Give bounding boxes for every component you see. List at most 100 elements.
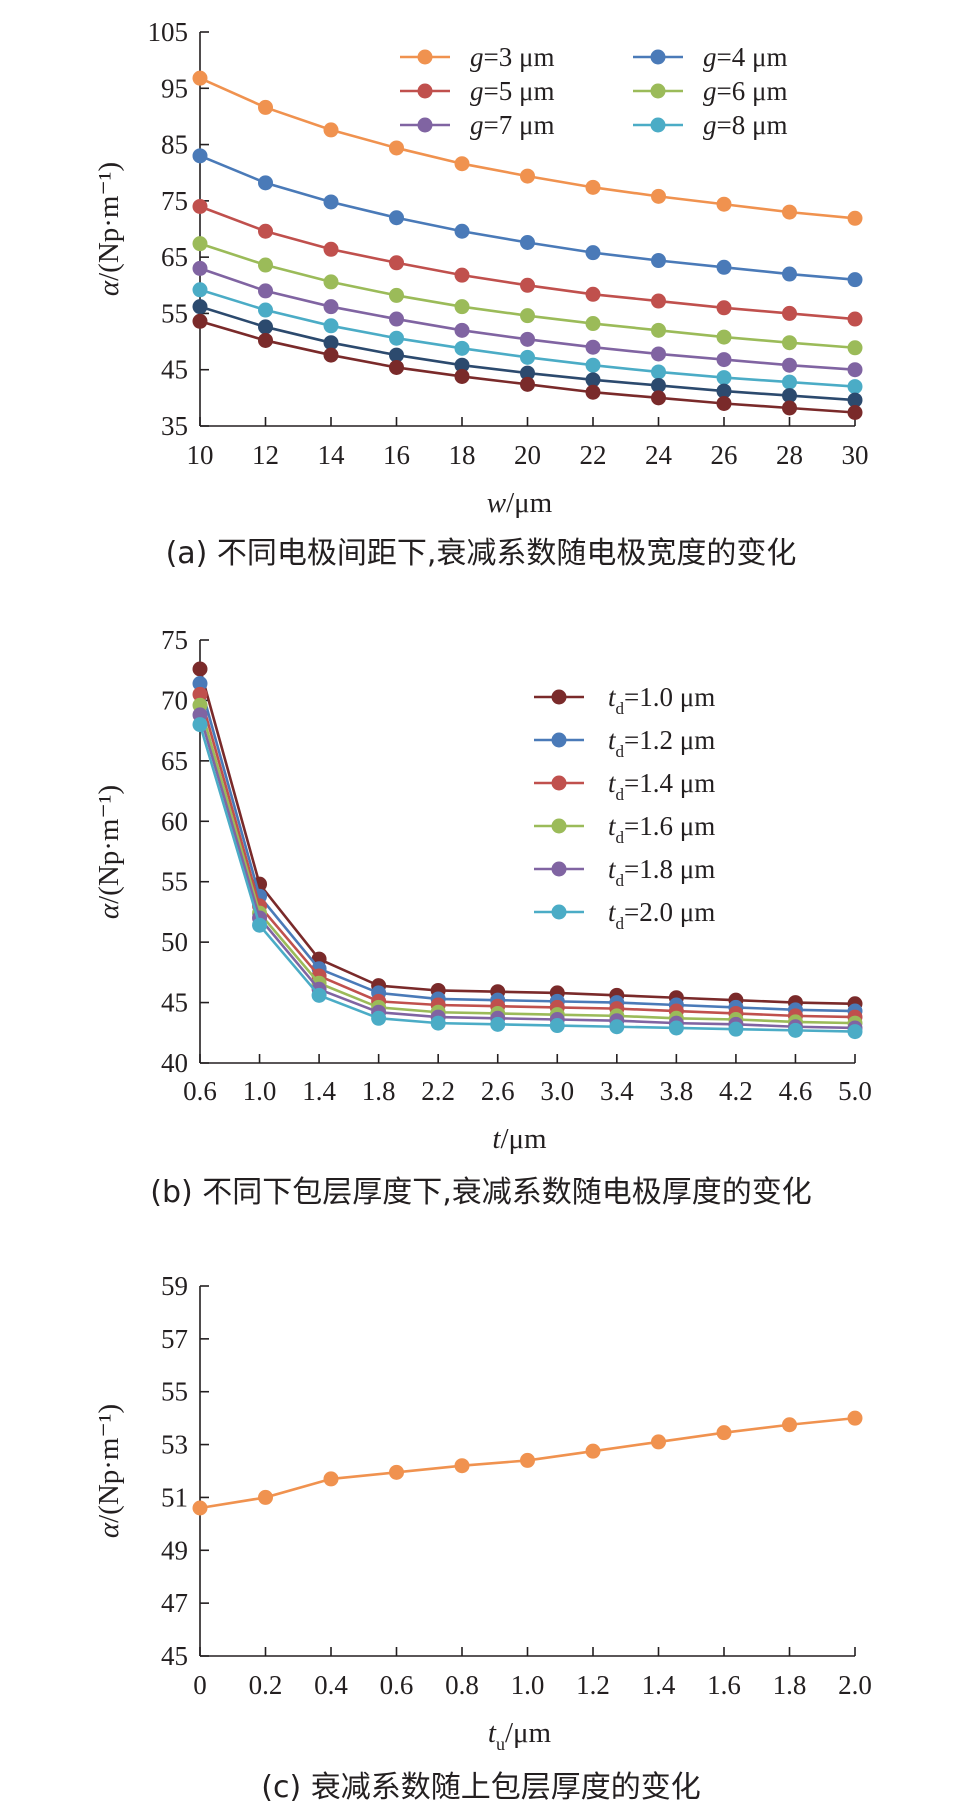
data-point: [847, 210, 863, 226]
data-point: [323, 274, 339, 290]
chart-caption: (b) 不同下包层厚度下,衰减系数随电极厚度的变化: [150, 1175, 812, 1210]
data-point: [782, 266, 797, 282]
x-tick-label: 1.4: [302, 1076, 336, 1106]
legend-item: td=1.6 μm: [534, 811, 715, 847]
data-point: [716, 329, 732, 345]
legend-swatch-marker: [650, 117, 666, 133]
data-point: [389, 287, 404, 303]
legend-swatch-marker: [650, 83, 666, 99]
legend-swatch-marker: [551, 689, 567, 705]
data-point: [323, 122, 339, 138]
data-point: [520, 349, 535, 365]
data-point: [782, 335, 797, 351]
legend-label: g=8 μm: [703, 110, 787, 140]
data-point: [716, 395, 732, 411]
data-point: [258, 319, 273, 335]
x-tick-label: 0.6: [183, 1076, 217, 1106]
data-point: [585, 286, 601, 302]
x-tick-label: 1.8: [773, 1670, 807, 1700]
data-point: [716, 300, 732, 316]
x-tick-label: 30: [842, 440, 869, 470]
data-point: [651, 293, 666, 309]
y-tick-label: 55: [161, 867, 188, 897]
data-point: [651, 1434, 666, 1450]
x-tick-label: 4.6: [779, 1076, 813, 1106]
x-tick-label: 3.4: [600, 1076, 634, 1106]
x-tick-label: 4.2: [719, 1076, 753, 1106]
data-point: [520, 235, 535, 251]
data-point: [520, 331, 535, 347]
data-point: [389, 210, 404, 226]
series-g-3-m: [192, 70, 863, 226]
data-point: [192, 661, 208, 677]
data-point: [258, 257, 273, 273]
series-g-7-m: [192, 260, 863, 378]
data-point: [549, 1018, 565, 1034]
data-point: [716, 383, 732, 399]
legend-swatch-marker: [417, 117, 433, 133]
data-point: [585, 179, 601, 195]
legend-label: g=4 μm: [703, 42, 787, 72]
x-tick-label: 1.6: [707, 1670, 741, 1700]
y-tick-label: 45: [161, 1641, 188, 1671]
data-point: [520, 1452, 535, 1468]
y-tick-label: 65: [161, 746, 188, 776]
y-tick-label: 59: [161, 1271, 188, 1301]
legend-label: g=3 μm: [470, 42, 554, 72]
x-tick-label: 14: [318, 440, 346, 470]
x-tick-label: 5.0: [838, 1076, 872, 1106]
y-tick-label: 55: [161, 298, 188, 328]
data-point: [609, 1019, 625, 1035]
x-tick-label: 2.6: [481, 1076, 515, 1106]
data-point: [716, 259, 732, 275]
data-point: [323, 347, 339, 363]
legend-swatch-marker: [650, 49, 666, 65]
data-point: [520, 308, 535, 324]
y-tick-label: 53: [161, 1430, 188, 1460]
chart-panel-b: 40 45 50 55 60 65 70 75 0.6 1.0 1.4 1.8 2.2 2.6 3.0 3.4…: [93, 625, 872, 1210]
data-point: [847, 392, 863, 408]
data-point: [454, 340, 470, 356]
y-tick-label: 60: [161, 806, 188, 836]
data-point: [847, 272, 863, 288]
data-point: [585, 1443, 601, 1459]
data-point: [252, 917, 268, 933]
x-axis-title: tu/μm: [488, 1717, 552, 1754]
data-point: [192, 236, 208, 252]
data-point: [454, 156, 470, 172]
legend-swatch-marker: [417, 49, 433, 65]
x-tick-label: 2.0: [838, 1670, 872, 1700]
data-point: [728, 1021, 744, 1037]
legend-label: td=1.8 μm: [608, 854, 715, 890]
data-point: [782, 388, 797, 404]
data-point: [651, 377, 666, 393]
data-point: [651, 253, 666, 269]
data-point: [454, 299, 470, 315]
x-tick-label: 24: [645, 440, 673, 470]
y-tick-label: 55: [161, 1377, 188, 1407]
legend-item: g=6 μm: [633, 76, 787, 106]
data-point: [323, 1471, 339, 1487]
legend-swatch-marker: [551, 775, 567, 791]
series-td-1-6-m: [192, 697, 863, 1031]
data-point: [651, 390, 666, 406]
x-tick-label: 0.2: [249, 1670, 283, 1700]
data-point: [668, 1020, 684, 1036]
series-td-1-4-m: [192, 686, 863, 1025]
x-tick-label: 22: [580, 440, 607, 470]
series-unnamed-6: [192, 299, 863, 408]
legend-item: td=1.8 μm: [534, 854, 715, 890]
x-axis-title: w/μm: [487, 487, 553, 519]
data-point: [323, 194, 339, 210]
legend-label: td=1.2 μm: [608, 725, 715, 761]
series-g-6-m: [192, 236, 863, 356]
x-tick-label: 20: [514, 440, 541, 470]
data-point: [258, 332, 273, 348]
data-point: [311, 987, 327, 1003]
data-point: [258, 302, 273, 318]
x-tick-label: 26: [711, 440, 738, 470]
data-point: [847, 379, 863, 395]
data-point: [323, 299, 339, 315]
x-tick-label: 1.2: [576, 1670, 610, 1700]
